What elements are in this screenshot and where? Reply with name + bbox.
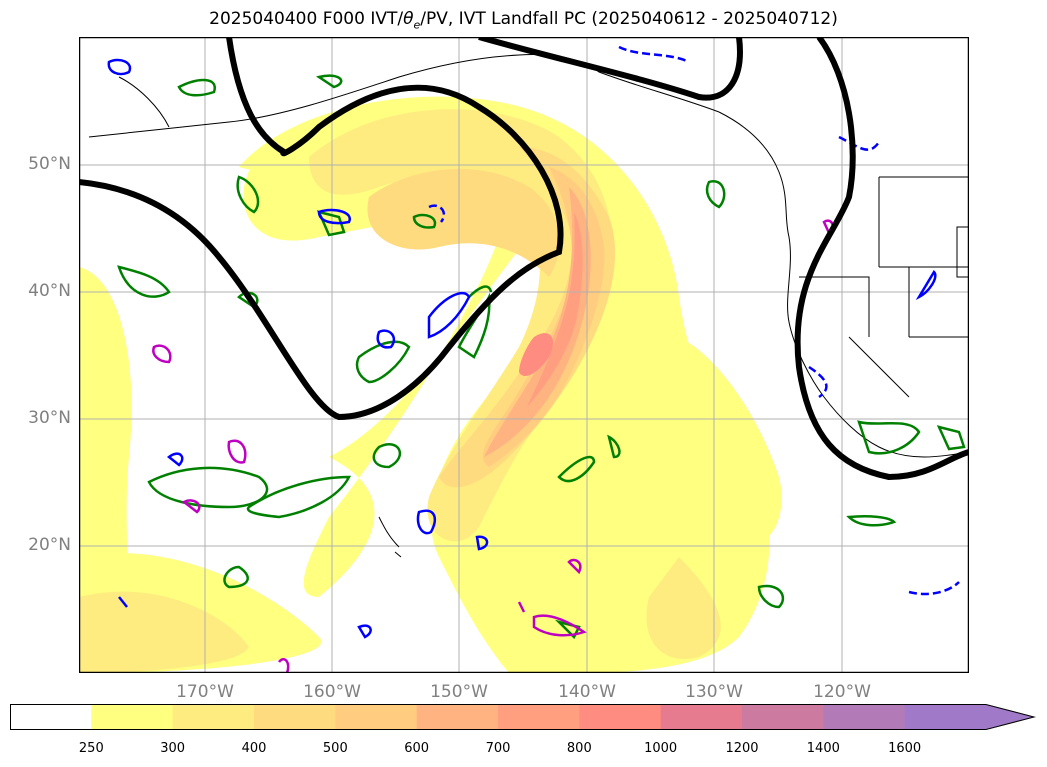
colorbar-tick-label: 500 <box>322 741 348 756</box>
map-title: 2025040400 F000 IVT/θe/PV, IVT Landfall … <box>209 9 838 32</box>
colorbar-tick-label: 400 <box>241 741 267 756</box>
colorbar-cell <box>823 704 906 730</box>
colorbar-tick-label: 300 <box>160 741 186 756</box>
colorbar-tick-label: 1400 <box>806 741 840 756</box>
colorbar-tick-label: 1000 <box>644 741 678 756</box>
colorbar-tick-label: 600 <box>404 741 430 756</box>
pv-contours <box>117 74 966 640</box>
lat-label: 40°N <box>28 281 71 301</box>
colorbar-tick-label: 1200 <box>725 741 759 756</box>
theta-e-contours <box>107 45 960 639</box>
map-frame <box>79 37 969 673</box>
colorbar-tick-label: 800 <box>566 741 592 756</box>
lon-label: 130°W <box>685 682 743 702</box>
colorbar-cell <box>172 704 255 730</box>
lon-label: 160°W <box>303 682 361 702</box>
map-panel <box>79 37 969 673</box>
coastlines <box>88 54 969 558</box>
ivt-shading <box>79 96 782 673</box>
colorbar-cell <box>498 704 580 730</box>
lat-label: 30°N <box>28 408 71 428</box>
ivt-landfall-pc-contour <box>79 37 969 481</box>
lat-label: 50°N <box>28 154 71 174</box>
colorbar-tick-label: 700 <box>485 741 511 756</box>
lat-label: 20°N <box>28 535 71 555</box>
colorbar <box>10 704 1036 730</box>
lon-label: 170°W <box>176 682 234 702</box>
colorbar-cell <box>10 704 92 730</box>
colorbar-cell <box>254 704 336 730</box>
lon-label: 140°W <box>558 682 616 702</box>
colorbar-cell <box>416 704 499 730</box>
colorbar-tick-label: 1600 <box>888 741 922 756</box>
graticule <box>79 37 969 673</box>
colorbar-cell <box>335 704 418 730</box>
colorbar-cell <box>904 704 1034 730</box>
colorbar-tick-label: 250 <box>78 741 104 756</box>
colorbar-cell <box>742 704 824 730</box>
lon-label: 120°W <box>813 682 871 702</box>
colorbar-cell <box>579 704 662 730</box>
colorbar-cell <box>660 704 743 730</box>
colorbar-cell <box>91 704 174 730</box>
lon-label: 150°W <box>430 682 488 702</box>
